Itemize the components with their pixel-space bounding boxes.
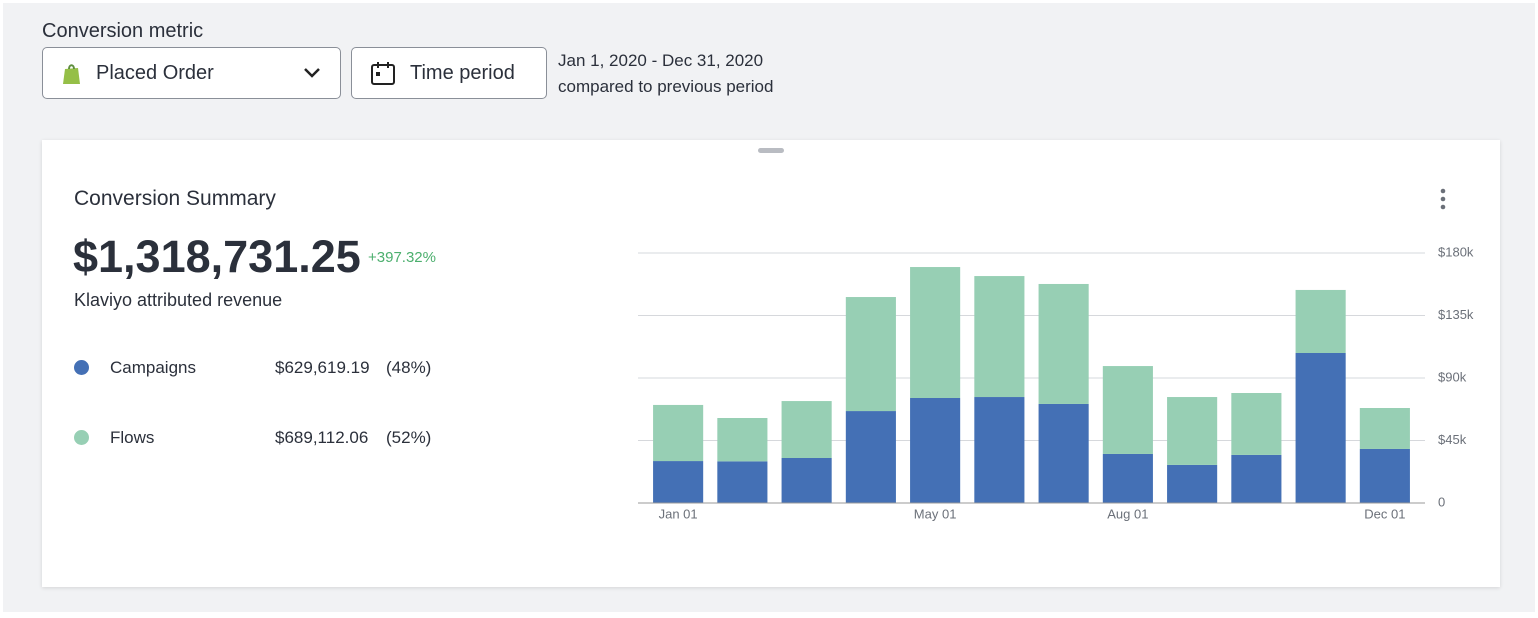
legend-share: (52%) [386,428,432,447]
bar [910,398,961,503]
calendar-icon [371,62,395,85]
legend-label: Flows [110,428,155,447]
bar [653,461,704,503]
bar [781,458,832,503]
x-tick-label: Jan 01 [659,506,698,521]
bar [1038,283,1089,404]
bar [1167,397,1218,465]
bar [974,397,1025,503]
bar [1038,403,1089,503]
bar [1167,464,1218,503]
card-title: Conversion Summary [74,187,276,210]
time-period-label: Time period [410,62,515,84]
shopify-icon [63,64,80,84]
bar [845,297,896,412]
chevron-icon [304,68,320,78]
legend-swatch [74,430,89,445]
time-period-button[interactable]: Time period [351,47,547,99]
comparison-text: compared to previous period [558,77,774,96]
legend-label: Campaigns [110,358,196,377]
subtitle: Klaviyo attributed revenue [74,290,283,310]
bar [717,418,768,462]
bar [781,401,832,458]
bar [1359,448,1410,503]
bar [1102,366,1153,454]
x-tick-label: Aug 01 [1107,506,1148,521]
change-percent: +397.32% [368,249,436,266]
y-tick-label: $90k [1438,369,1467,384]
metric-label: Conversion metric [42,20,204,42]
bar [653,404,704,462]
more-menu[interactable] [1438,187,1448,211]
bar [910,267,961,398]
metric-value: Placed Order [96,62,214,84]
y-tick-label: $135k [1438,307,1474,322]
bar [1295,353,1346,503]
bar [1295,289,1346,353]
bar [1231,454,1282,503]
date-range: Jan 1, 2020 - Dec 31, 2020 [558,51,764,70]
y-tick-label: 0 [1438,494,1445,509]
legend-swatch [74,360,89,375]
metric-dropdown[interactable]: Placed Order [42,47,341,99]
y-tick-label: $180k [1438,244,1474,259]
x-tick-label: May 01 [914,506,957,521]
legend-amount: $629,619.19 [275,358,370,377]
bar [845,411,896,503]
drag-handle[interactable] [758,148,784,153]
x-tick-label: Dec 01 [1364,506,1405,521]
summary-card: Conversion Summary $1,318,731.25 +397.32… [42,140,1500,587]
y-tick-label: $45k [1438,432,1467,447]
bar [1102,453,1153,503]
total-revenue: $1,318,731.25 [73,231,361,282]
legend-share: (48%) [386,358,432,377]
bar [717,461,768,503]
bar [1359,408,1410,449]
bar [1231,393,1282,455]
legend-amount: $689,112.06 [275,428,369,447]
bar [974,276,1025,398]
